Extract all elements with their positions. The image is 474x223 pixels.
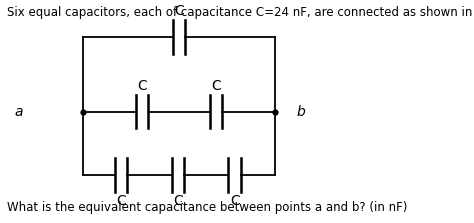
Text: What is the equivalent capacitance between points a and b? (in nF): What is the equivalent capacitance betwe…: [7, 201, 408, 214]
Text: C: C: [137, 79, 147, 93]
Text: C: C: [116, 194, 126, 208]
Text: C: C: [173, 194, 182, 208]
Text: C: C: [174, 4, 184, 18]
Text: C: C: [230, 194, 239, 208]
Text: b: b: [297, 105, 305, 118]
Text: C: C: [211, 79, 220, 93]
Text: Six equal capacitors, each of capacitance C=24 nF, are connected as shown in the: Six equal capacitors, each of capacitanc…: [7, 6, 474, 19]
Text: a: a: [15, 105, 23, 118]
